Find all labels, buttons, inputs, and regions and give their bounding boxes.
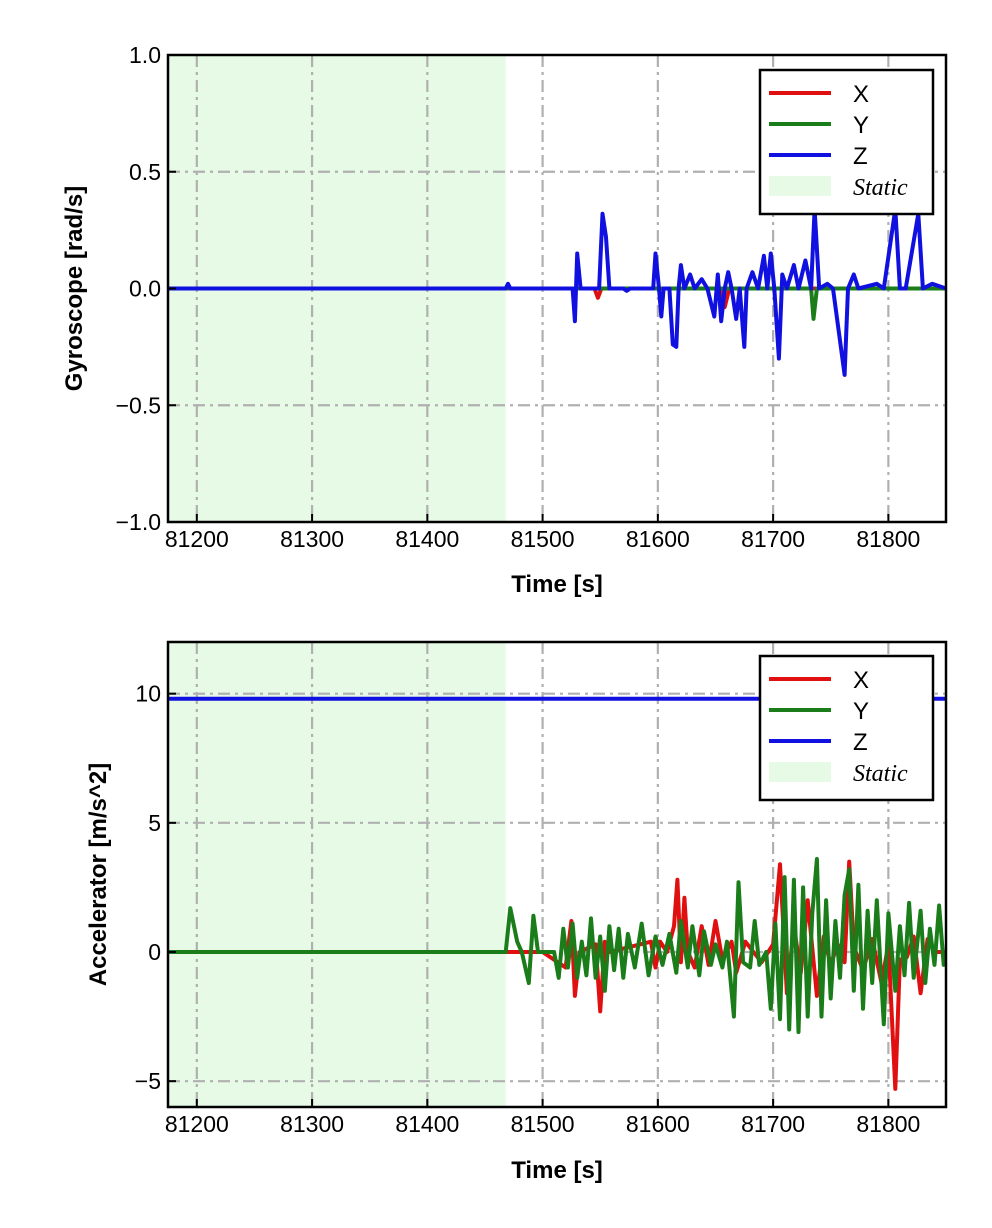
legend: XYZ Static (758, 654, 935, 802)
legend: XYZ Static (758, 68, 935, 216)
x-tick-label: 81300 (280, 526, 344, 552)
x-tick-label: 81200 (165, 526, 229, 552)
legend-label-y: Y (853, 112, 869, 139)
legend-label-static: Static (853, 175, 908, 201)
x-tick-label: 81400 (395, 526, 459, 552)
legend-label-x: X (853, 667, 869, 694)
y-tick-label: −1.0 (116, 509, 161, 535)
plot-frame (166, 640, 948, 1109)
x-tick-label: 81800 (856, 1111, 920, 1137)
x-tick-label: 81700 (741, 1111, 805, 1137)
legend-label-y: Y (853, 698, 869, 725)
y-axis-label: Accelerator [m/s^2] (85, 763, 112, 986)
y-tick-label: 1.0 (129, 42, 161, 68)
x-tick-label: 81800 (856, 526, 920, 552)
x-tick-label: 81500 (511, 1111, 575, 1137)
x-tick-label: 81300 (280, 1111, 344, 1137)
x-tick-label: 81700 (741, 526, 805, 552)
x-tick-label: 81500 (511, 526, 575, 552)
x-axis-label: Time [s] (511, 571, 603, 598)
x-tick-label: 81400 (395, 1111, 459, 1137)
static-region (168, 642, 506, 1107)
legend-swatch-static (769, 762, 831, 782)
y-tick-label: 0 (148, 939, 161, 965)
y-tick-label: 0.5 (129, 159, 161, 185)
x-axis-label: Time [s] (511, 1157, 603, 1184)
x-tick-label: 81200 (165, 1111, 229, 1137)
legend-swatch-static (769, 176, 831, 196)
legend-label-z: Z (853, 729, 868, 756)
chart-panel-1: 81200 81300 81400 81500 81600 81700 81800 −1.0 −… (61, 42, 948, 598)
y-axis-label: Gyroscope [rad/s] (61, 186, 88, 391)
y-tick-label: −0.5 (116, 392, 161, 418)
y-tick-label: 10 (135, 681, 161, 707)
legend-label-static: Static (853, 761, 908, 787)
x-tick-label: 81600 (626, 526, 690, 552)
series-line-y (168, 857, 946, 1035)
legend-label-x: X (853, 81, 869, 108)
chart-panel-2: 81200 81300 81400 81500 81600 81700 81800 −5 0 5 1… (85, 640, 948, 1184)
y-tick-label: 0.0 (129, 276, 161, 302)
legend-label-z: Z (853, 143, 868, 170)
x-tick-label: 81600 (626, 1111, 690, 1137)
y-tick-label: −5 (135, 1068, 161, 1094)
y-tick-label: 5 (148, 810, 161, 836)
series-line-z (168, 207, 946, 377)
